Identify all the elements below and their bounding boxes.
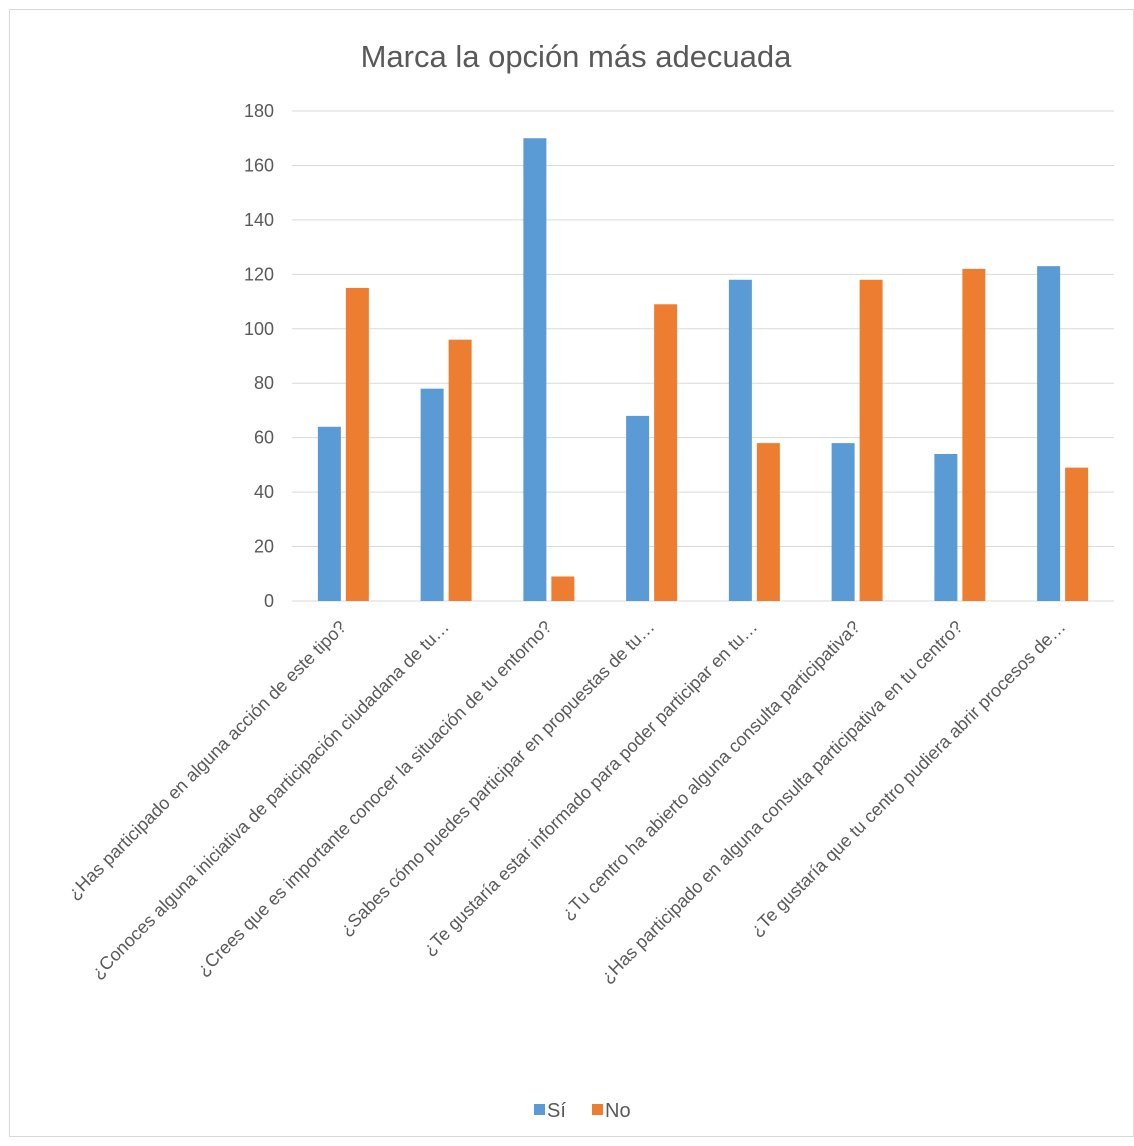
x-tick-label: ¿Crees que es importante conocer la situ… — [193, 617, 556, 980]
bar-si — [728, 279, 752, 601]
legend-swatch — [592, 1104, 603, 1115]
bar-si — [523, 138, 547, 601]
y-tick-label: 20 — [254, 537, 274, 557]
x-axis-labels: ¿Has participado en alguna acción de est… — [64, 617, 1070, 987]
y-tick-label: 140 — [244, 210, 274, 230]
bar-no — [962, 268, 986, 601]
bar-no — [1065, 467, 1089, 601]
bar-si — [420, 388, 444, 601]
legend: Sí No — [534, 1100, 631, 1122]
bar-no — [551, 576, 575, 601]
legend-label: Sí — [547, 1100, 566, 1122]
bar-si — [831, 443, 855, 601]
y-tick-label: 40 — [254, 482, 274, 502]
bar-no — [448, 339, 472, 601]
y-tick-label: 60 — [254, 428, 274, 448]
x-tick-label: ¿Conoces alguna iniciativa de participac… — [87, 617, 453, 983]
x-tick-label: ¿Has participado en alguna consulta part… — [597, 617, 967, 987]
chart-title: Marca la opción más adecuada — [361, 39, 793, 74]
bars — [317, 138, 1089, 601]
y-tick-label: 180 — [244, 101, 274, 121]
bar-si — [626, 415, 650, 601]
x-tick-label: ¿Te gustaría estar informado para poder … — [419, 617, 761, 959]
bar-no — [345, 287, 369, 601]
legend-label: No — [605, 1100, 631, 1122]
bar-si — [934, 454, 958, 601]
bar-no — [859, 279, 883, 601]
y-tick-label: 80 — [254, 373, 274, 393]
y-tick-label: 100 — [244, 319, 274, 339]
y-tick-label: 120 — [244, 264, 274, 284]
y-tick-label: 0 — [264, 591, 274, 611]
y-tick-label: 160 — [244, 155, 274, 175]
bar-si — [1037, 266, 1061, 601]
bar-si — [317, 426, 341, 601]
gridlines — [292, 110, 1114, 602]
bar-no — [654, 304, 678, 601]
legend-swatch — [534, 1104, 545, 1115]
y-axis-ticks: 0 20 40 60 80 100 120 140 160 180 — [244, 101, 274, 611]
bar-no — [756, 443, 780, 601]
